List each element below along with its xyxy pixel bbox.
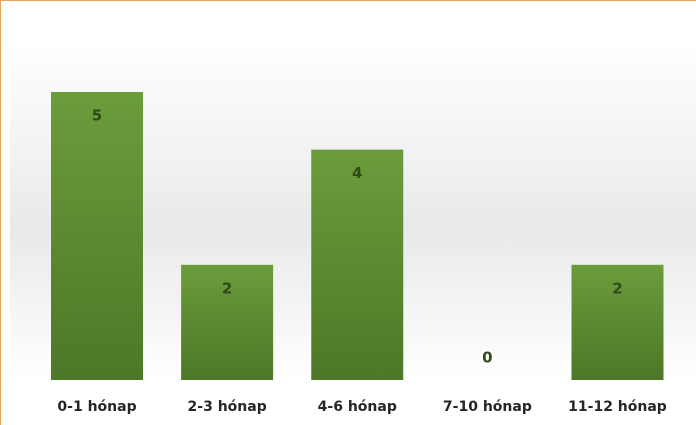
- bar: [311, 149, 404, 380]
- x-tick-label: 11-12 hónap: [568, 399, 667, 415]
- bar: [181, 264, 274, 380]
- bar: [51, 92, 143, 380]
- x-tick-label: 0-1 hónap: [57, 399, 136, 415]
- data-label: 4: [352, 164, 362, 182]
- data-label: 5: [92, 107, 102, 125]
- x-tick-label: 2-3 hónap: [188, 399, 267, 415]
- data-label: 2: [222, 279, 232, 297]
- data-label: 2: [612, 279, 622, 297]
- x-tick-label: 7-10 hónap: [443, 399, 532, 415]
- x-tick-label: 4-6 hónap: [318, 399, 397, 415]
- data-label: 0: [482, 349, 492, 367]
- bar: [571, 264, 664, 380]
